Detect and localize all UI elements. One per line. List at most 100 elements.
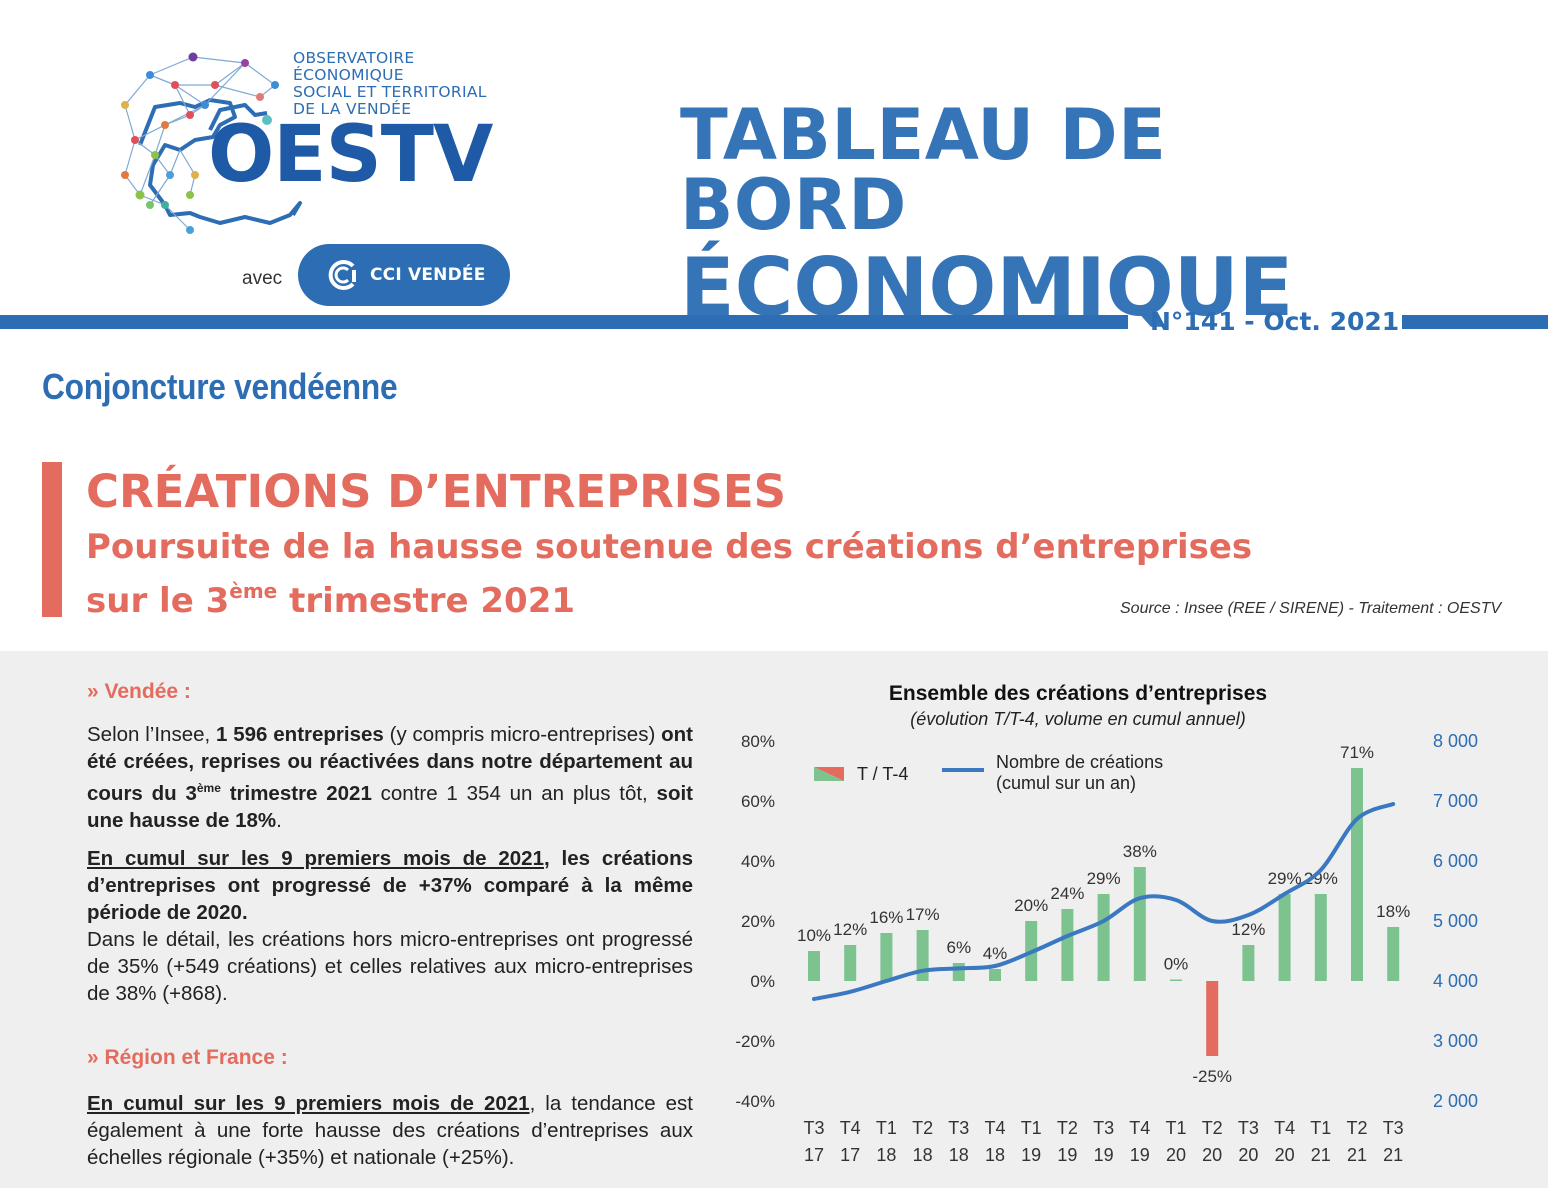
left-tick-label: 60% <box>741 792 775 811</box>
x-tick-label: 20 <box>1202 1145 1222 1165</box>
legend-swatch-positive <box>814 767 844 781</box>
bar-data-label: 18% <box>1376 902 1410 921</box>
bar-data-label: 71% <box>1340 743 1374 762</box>
bar <box>1061 909 1074 981</box>
x-tick-label: T3 <box>1238 1118 1259 1138</box>
x-tick-label: 18 <box>949 1145 969 1165</box>
article-subtitle: Poursuite de la hausse soutenue des créa… <box>86 525 1506 623</box>
bar-data-label: 24% <box>1050 884 1084 903</box>
left-tick-label: 40% <box>741 852 775 871</box>
bar <box>989 969 1001 981</box>
chart-legend: T / T-4 Nombre de créations (cumul sur u… <box>814 752 1163 793</box>
text-run: En cumul sur les 9 premiers mois de 2021 <box>87 847 544 870</box>
subtitle-part: trimestre 2021 <box>277 581 576 621</box>
bar-data-label: 0% <box>1164 955 1189 974</box>
bar <box>1170 979 1182 981</box>
bar-data-label: -25% <box>1192 1067 1232 1086</box>
x-tick-label: T1 <box>1310 1118 1331 1138</box>
text-run: ème <box>196 781 221 795</box>
right-tick-label: 3 000 <box>1433 1031 1478 1051</box>
subtitle-part: sur le 3 <box>86 581 230 621</box>
x-tick-label: T4 <box>1274 1118 1295 1138</box>
bar-data-label: 17% <box>906 905 940 924</box>
text-run: , la tendance est également à une forte … <box>87 1092 693 1169</box>
org-acronym: OESTV <box>208 110 493 200</box>
bar <box>880 933 893 981</box>
right-tick-label: 6 000 <box>1433 851 1478 871</box>
left-axis: 80% 60% 40% 20% 0% -20% -40% <box>735 732 775 1111</box>
legend-bar-label: T / T-4 <box>857 764 908 784</box>
legend-line-label-1: Nombre de créations <box>996 752 1163 772</box>
org-name: OBSERVATOIRE ÉCONOMIQUE SOCIAL ET TERRIT… <box>293 50 487 118</box>
bar-data-label: 12% <box>1231 920 1265 939</box>
header-rule-left <box>0 315 1128 329</box>
title-line-1: TABLEAU DE BORD <box>680 94 1167 246</box>
text-run: trimestre 2021 <box>220 781 372 805</box>
x-tick-label: 20 <box>1238 1145 1258 1165</box>
x-tick-label: 19 <box>1094 1145 1114 1165</box>
right-tick-label: 2 000 <box>1433 1091 1478 1111</box>
text-run: soit une hausse de 18% <box>87 781 693 832</box>
creations-chart: Ensemble des créations d’entreprises (év… <box>735 682 1478 1165</box>
bar <box>1133 867 1146 981</box>
x-tick-label: 21 <box>1311 1145 1331 1165</box>
x-tick-label: T4 <box>984 1118 1005 1138</box>
org-line-2: ÉCONOMIQUE <box>293 66 404 84</box>
vendee-paragraph-3: Dans le détail, les créations hors micro… <box>87 928 693 1005</box>
text-run: En cumul sur les 9 premiers mois de 2021 <box>87 1092 530 1115</box>
org-line-4: DE LA VENDÉE <box>293 100 412 118</box>
right-tick-label: 4 000 <box>1433 971 1478 991</box>
x-tick-label: T2 <box>1202 1118 1223 1138</box>
x-tick-label: T2 <box>912 1118 933 1138</box>
bar <box>916 930 929 981</box>
cci-logo-icon <box>328 260 356 290</box>
bar-data-label: 29% <box>1304 869 1338 888</box>
text-run: contre 1 354 un an plus tôt, <box>371 781 657 805</box>
x-tick-label: 21 <box>1347 1145 1367 1165</box>
partner-name: CCI VENDÉE <box>370 265 486 285</box>
subtitle-line-1: Poursuite de la hausse soutenue des créa… <box>86 527 1253 567</box>
chart-title: Ensemble des créations d’entreprises <box>889 682 1267 705</box>
bar-data-label: 6% <box>947 938 972 957</box>
right-tick-label: 5 000 <box>1433 911 1478 931</box>
creations-line <box>812 802 1396 1001</box>
text-run: 1 596 entreprises <box>216 723 384 746</box>
x-tick-label: 17 <box>804 1145 824 1165</box>
vendee-paragraph-2: En cumul sur les 9 premiers mois de 2021… <box>87 845 693 926</box>
title-line-2: ÉCONOMIQUE <box>680 241 1294 334</box>
bar-data-label: 4% <box>983 944 1008 963</box>
x-tick-label: 18 <box>876 1145 896 1165</box>
x-tick-label: T1 <box>1165 1118 1186 1138</box>
x-tick-label: T2 <box>1057 1118 1078 1138</box>
right-tick-label: 8 000 <box>1433 731 1478 751</box>
vendee-paragraph-1: Selon l’Insee, 1 596 entreprises (y comp… <box>87 721 693 834</box>
bar-data-label: 29% <box>1087 869 1121 888</box>
bar-data-label: 12% <box>833 920 867 939</box>
article-title: CRÉATIONS D’ENTREPRISES <box>86 465 787 518</box>
left-tick-label: 0% <box>750 972 775 991</box>
bar <box>1314 894 1327 981</box>
bar <box>952 963 965 981</box>
x-tick-label: T2 <box>1346 1118 1367 1138</box>
partner-badge: CCI VENDÉE <box>298 244 510 306</box>
x-tick-label: T4 <box>1129 1118 1150 1138</box>
issue-number: N°141 - Oct. 2021 <box>1150 307 1400 336</box>
text-run: ont été créées, reprises ou réactivées d… <box>87 723 693 805</box>
x-axis-labels: T3 17 T4 17 T1 18 T2 18 T3 18 T4 18 T1 19 T2 19 T3 19 T4 19… <box>803 1118 1403 1165</box>
title-accent-bar <box>42 462 62 617</box>
with-label: avec <box>242 268 283 289</box>
bar-data-label: 29% <box>1268 869 1302 888</box>
bar <box>844 945 857 981</box>
x-tick-label: 20 <box>1275 1145 1295 1165</box>
left-tick-label: -20% <box>735 1032 775 1051</box>
x-tick-label: 19 <box>1130 1145 1150 1165</box>
oestv-logo-graphic <box>121 52 302 234</box>
left-tick-label: 20% <box>741 912 775 931</box>
section-title: Conjoncture vendéenne <box>42 366 398 407</box>
region-heading: » Région et France : <box>87 1046 288 1069</box>
text-run: Selon l’Insee, <box>87 723 217 746</box>
region-paragraph-1: En cumul sur les 9 premiers mois de 2021… <box>87 1090 693 1171</box>
text-run: , les créations d’entreprises ont progre… <box>87 847 693 924</box>
bar-data-label: 16% <box>869 908 903 927</box>
legend-line-label-2: (cumul sur un an) <box>996 773 1136 793</box>
